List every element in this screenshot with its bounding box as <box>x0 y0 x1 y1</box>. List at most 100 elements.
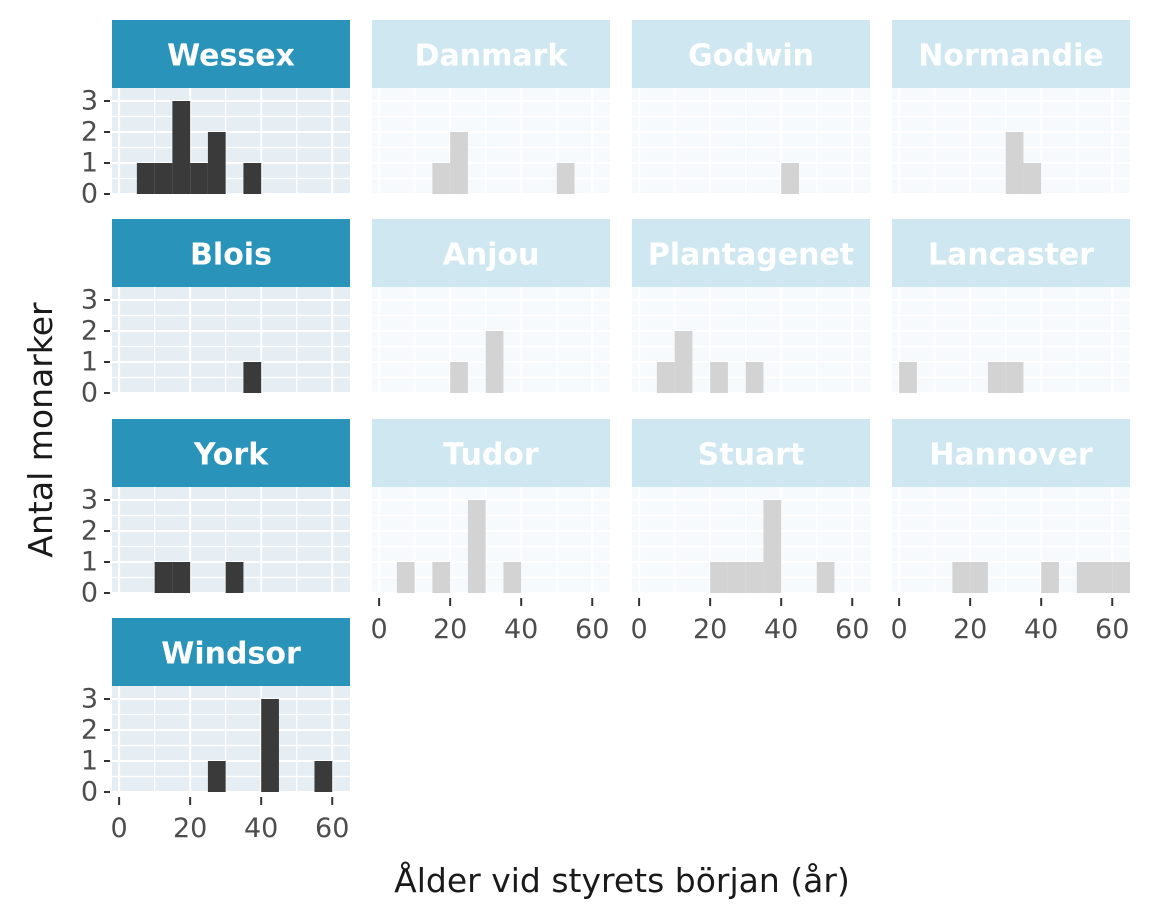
histogram-bar <box>1094 562 1113 593</box>
strip-blois <box>112 219 350 287</box>
y-axis-title: Antal monarker <box>21 302 60 558</box>
strip-wessex <box>112 20 350 88</box>
histogram-bar <box>432 163 451 194</box>
histogram-bar <box>172 101 191 194</box>
y-tick-label: 1 <box>81 746 98 777</box>
histogram-bar <box>136 163 155 194</box>
histogram-bar <box>261 699 279 792</box>
histogram-bar <box>503 562 522 593</box>
panel-bg-windsor <box>112 686 350 793</box>
x-tick-label: 60 <box>835 614 869 645</box>
x-tick-label: 0 <box>891 614 908 645</box>
strip-label-hannover: Hannover <box>929 438 1093 473</box>
histogram-bar <box>1076 562 1095 593</box>
x-tick-label: 60 <box>575 614 609 645</box>
histogram-bar <box>207 761 226 792</box>
strip-normandie <box>892 20 1130 88</box>
y-tick-label: 3 <box>81 485 98 516</box>
histogram-bar <box>970 562 988 593</box>
histogram-bar <box>243 362 262 393</box>
x-tick-label: 40 <box>764 614 798 645</box>
x-tick-label: 0 <box>111 813 128 844</box>
strip-label-stuart: Stuart <box>698 438 805 473</box>
strip-label-normandie: Normandie <box>918 39 1103 74</box>
histogram-bar <box>727 562 746 593</box>
y-tick-label: 2 <box>81 516 98 547</box>
histogram-bar <box>154 562 173 593</box>
strip-york <box>112 419 350 487</box>
histogram-bar <box>781 163 799 194</box>
histogram-bar <box>674 331 693 393</box>
strip-label-danmark: Danmark <box>415 39 569 74</box>
histogram-bar <box>1023 163 1042 194</box>
histogram-bar <box>450 132 468 194</box>
strip-label-windsor: Windsor <box>161 637 301 672</box>
x-tick-label: 0 <box>371 614 388 645</box>
y-tick-label: 2 <box>81 316 98 347</box>
y-tick-label: 0 <box>81 179 98 210</box>
histogram-bar <box>467 500 486 593</box>
facet-tudor: Tudor 0 20 40 60 <box>371 419 610 645</box>
histogram-bar <box>450 362 468 393</box>
histogram-bar <box>207 132 226 194</box>
y-tick-label: 3 <box>81 285 98 316</box>
y-tick-label: 2 <box>81 715 98 746</box>
histogram-bar <box>190 163 208 194</box>
x-tick-label: 40 <box>244 813 278 844</box>
x-tick-label: 60 <box>315 813 349 844</box>
histogram-bar <box>396 562 415 593</box>
y-tick-label: 0 <box>81 578 98 609</box>
x-tick-label: 40 <box>1024 614 1058 645</box>
histogram-bar <box>225 562 244 593</box>
strip-label-york: York <box>193 438 269 473</box>
histogram-bar <box>899 362 917 393</box>
strip-label-tudor: Tudor <box>443 438 539 473</box>
histogram-bar <box>987 362 1006 393</box>
strip-label-lancaster: Lancaster <box>928 238 1094 273</box>
strip-plantagenet <box>632 219 870 287</box>
strip-tudor <box>372 419 610 487</box>
strip-godwin <box>632 20 870 88</box>
y-tick-label: 3 <box>81 684 98 715</box>
x-tick-label: 20 <box>693 614 727 645</box>
x-tick-label: 40 <box>504 614 538 645</box>
y-tick-label: 3 <box>81 86 98 117</box>
strip-label-anjou: Anjou <box>443 238 540 273</box>
histogram-bar <box>314 761 333 792</box>
histogram-bar <box>172 562 191 593</box>
x-tick-label: 20 <box>433 614 467 645</box>
y-tick-label: 0 <box>81 378 98 409</box>
histogram-bar <box>485 331 504 393</box>
x-tick-label: 60 <box>1095 614 1129 645</box>
panel-bg-godwin <box>632 88 870 195</box>
y-tick-label: 2 <box>81 117 98 148</box>
strip-label-wessex: Wessex <box>167 39 295 74</box>
facet-normandie: Normandie <box>892 20 1130 195</box>
strip-danmark <box>372 20 610 88</box>
histogram-bar <box>1005 132 1024 194</box>
x-tick-label: 20 <box>953 614 987 645</box>
facet-hannover: Hannover 0 20 40 60 <box>891 419 1130 645</box>
histogram-bar <box>154 163 173 194</box>
histogram-bar <box>1041 562 1059 593</box>
strip-anjou <box>372 219 610 287</box>
x-axis-title: Ålder vid styrets början (år) <box>394 860 850 900</box>
histogram-bar <box>1005 362 1024 393</box>
histogram-bar <box>952 562 971 593</box>
histogram-bar <box>745 562 764 593</box>
strip-lancaster <box>892 219 1130 287</box>
histogram-bar <box>710 562 728 593</box>
facet-plantagenet: Plantagenet <box>632 219 870 394</box>
strip-hannover <box>892 419 1130 487</box>
histogram-bar <box>816 562 835 593</box>
strip-label-godwin: Godwin <box>688 39 814 74</box>
y-tick-label: 1 <box>81 347 98 378</box>
facet-anjou: Anjou <box>372 219 610 394</box>
strip-label-plantagenet: Plantagenet <box>648 238 854 273</box>
histogram-bar <box>1112 562 1130 593</box>
